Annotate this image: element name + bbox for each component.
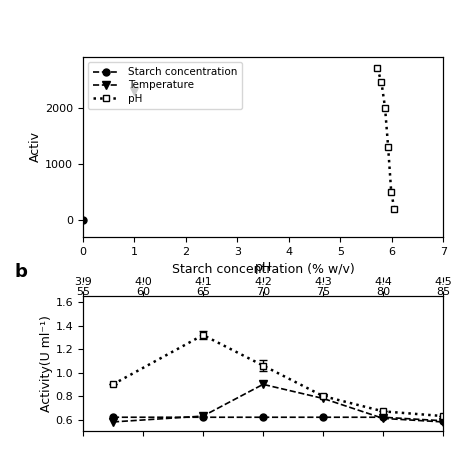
pH — [374, 65, 380, 71]
X-axis label: Starch concentration (% w/v): Starch concentration (% w/v) — [172, 262, 355, 275]
pH — [379, 79, 384, 85]
Legend: Starch concentration, Temperature, pH: Starch concentration, Temperature, pH — [88, 62, 242, 109]
Text: b: b — [14, 263, 27, 281]
X-axis label: Temperature (°C): Temperature (°C) — [209, 322, 317, 335]
pH — [392, 206, 397, 212]
X-axis label: pH: pH — [255, 261, 272, 274]
Y-axis label: Activity(U ml⁻¹): Activity(U ml⁻¹) — [40, 315, 53, 412]
Y-axis label: Activ: Activ — [29, 131, 42, 163]
pH — [382, 105, 388, 110]
pH — [385, 144, 391, 150]
Line: pH: pH — [374, 64, 398, 212]
pH — [388, 189, 394, 195]
